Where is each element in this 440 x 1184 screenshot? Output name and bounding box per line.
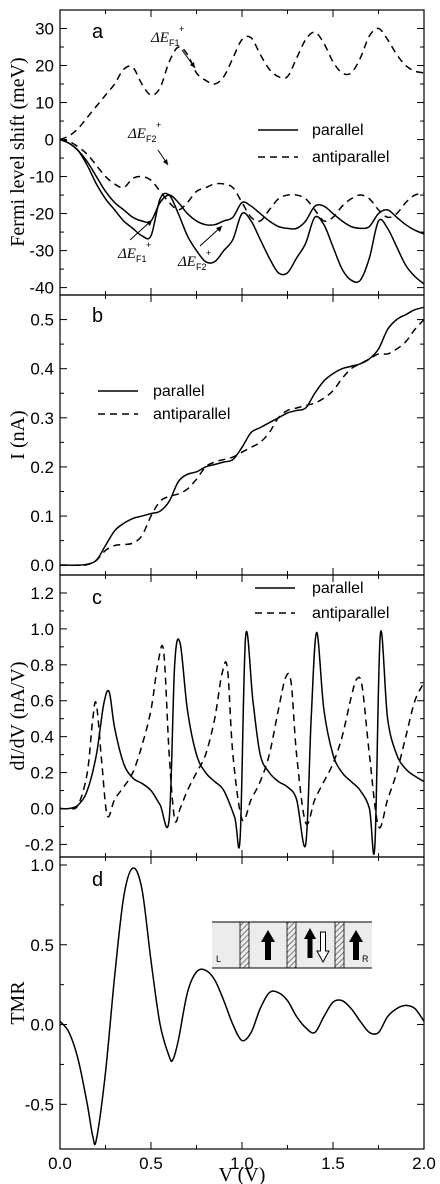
legend-a-parallel-label: parallel	[312, 122, 364, 139]
panel-d-ytick-label: 1.0	[30, 856, 54, 875]
panel-c-ytick-label: 0.4	[30, 728, 54, 747]
inset-barrier-1	[239, 921, 250, 969]
panel-d-series-tmr-0	[59, 867, 425, 1146]
panel-c-ytick-label: 0.0	[30, 800, 54, 819]
legend-c-antiparallel-label: antiparallel	[312, 605, 389, 622]
panel-a-ytick-label: -20	[29, 205, 54, 224]
legend-a-antiparallel-label: antiparallel	[312, 149, 389, 166]
panel-d-letter: d	[92, 869, 103, 891]
panel-c-series-parallel-0	[59, 630, 425, 856]
panel-a-ytick-label: -30	[29, 242, 54, 261]
x-axis-title: V (V)	[219, 1164, 266, 1184]
legend-b-parallel-label: parallel	[153, 383, 205, 400]
panel-d-ytick-label: 0.5	[30, 936, 54, 955]
arrow-up-icon-right	[349, 930, 363, 960]
annotation-dEF1-bottom-sup: +	[146, 240, 151, 250]
panel-b-frame	[59, 294, 425, 576]
panel-c-ytick-label: 1.2	[30, 584, 54, 603]
legend-c-parallel-label: parallel	[312, 580, 364, 597]
panel-b-letter: b	[92, 305, 103, 327]
annotation-dEF2-bottom-arrowhead	[216, 226, 222, 232]
panel-c-ylabel: dI/dV (nA/V)	[7, 661, 29, 770]
svg-text:ΔEF1: ΔEF1	[150, 30, 179, 48]
inset-barrier-3	[334, 921, 345, 969]
annotation-dEF2-top-arrowhead	[163, 159, 168, 165]
xtick-label: 1.5	[321, 1154, 345, 1173]
panel-a-ytick-label: 10	[35, 94, 54, 113]
panel-b-ylabel: I (nA)	[7, 410, 29, 459]
panel-a-letter: a	[92, 21, 104, 43]
xtick-label: 0.5	[139, 1154, 163, 1173]
panel-d-frame	[59, 856, 425, 1150]
panel-a-series-parallel-1	[59, 138, 425, 285]
legend-c: parallel antiparallel	[255, 580, 389, 622]
xtick-label: 1.0	[230, 1154, 254, 1173]
panel-c-ytick-label: 0.2	[30, 764, 54, 783]
panel-c-ytick-label: -0.2	[25, 835, 54, 854]
panel-d-ytick-label: 0.0	[30, 1016, 54, 1035]
annotation-dEF1-top-arrowhead	[190, 62, 195, 68]
panel-b-ytick-label: 0.2	[30, 458, 54, 477]
panel-d-ytick-label: -0.5	[25, 1095, 54, 1114]
annotation-dEF1-bottom-main: ΔE	[117, 246, 136, 262]
panel-a-ytick-label: -40	[29, 279, 54, 298]
panel-a-ytick-label: 20	[35, 57, 54, 76]
legend-b: parallel antiparallel	[98, 383, 230, 423]
panel-c-ytick-label: 0.8	[30, 656, 54, 675]
annotation-dEF1-top-main: ΔE	[150, 30, 169, 46]
panel-a-ytick-label: 30	[35, 20, 54, 39]
panel-a-ytick-label: -10	[29, 168, 54, 187]
panel-b-ytick-label: 0.5	[30, 311, 54, 330]
arrow-up-icon-middle	[304, 928, 316, 958]
panel-c-ytick-label: 0.6	[30, 692, 54, 711]
annotation-dEF2-bottom-sup: +	[206, 248, 211, 258]
annotation-dEF2-top-sup: +	[156, 120, 161, 130]
panel-c-series-antiparallel-1	[59, 644, 425, 829]
annotation-dEF1-bottom: ΔEF1 +	[117, 219, 153, 264]
panel-c-letter: c	[92, 587, 102, 609]
annotation-dEF2-top: ΔEF2 +	[127, 120, 169, 166]
panel-a-ylabel: Fermi level shift (meV)	[7, 57, 29, 246]
annotation-dEF1-top: ΔEF1 +	[150, 24, 196, 69]
svg-text:ΔEF2: ΔEF2	[177, 254, 206, 272]
panel-c-ytick-label: 1.0	[30, 620, 54, 639]
panel-a-series-antiparallel-3	[59, 138, 425, 223]
panel-b-series-antiparallel-1	[59, 319, 425, 566]
panel-a-ytick-label: 0	[45, 131, 54, 150]
panel-a-series-antiparallel-2	[59, 27, 425, 141]
inset-label-left: L	[216, 954, 221, 964]
annotation-dEF1-bottom-arrowhead	[146, 220, 152, 226]
panel-b-ytick-label: 0.1	[30, 507, 54, 526]
annotation-dEF2-bottom: ΔEF2 +	[177, 225, 223, 272]
annotation-dEF2-bottom-sub: F2	[196, 262, 207, 272]
legend-a: parallel antiparallel	[258, 122, 389, 166]
legend-b-antiparallel-label: antiparallel	[153, 406, 230, 423]
annotation-dEF1-top-sup: +	[179, 24, 184, 34]
arrow-up-icon	[261, 930, 275, 960]
xtick-label: 0.0	[48, 1154, 72, 1173]
tick-layer: -40 -30 -20 -10 0 10 20 30 0.0 0.1 0.2 0.3 0.4 0.5 -0.…	[25, 10, 436, 1173]
inset-barrier-2	[286, 921, 297, 969]
panel-b-ytick-label: 0.4	[30, 360, 54, 379]
annotation-dEF2-top-main: ΔE	[127, 126, 146, 142]
panel-b-ytick-label: 0.3	[30, 409, 54, 428]
panel-a-series-parallel-0	[59, 138, 425, 235]
inset-label-right: R	[362, 954, 369, 964]
arrow-down-hollow-icon	[316, 931, 330, 964]
panel-b-ytick-label: 0.0	[30, 556, 54, 575]
panel-d-ylabel: TMR	[7, 981, 29, 1025]
panel-b-series-parallel-0	[59, 306, 425, 567]
xtick-label: 2.0	[412, 1154, 436, 1173]
annotation-dEF1-top-sub: F1	[169, 38, 180, 48]
annotation-dEF2-bottom-main: ΔE	[177, 254, 196, 270]
annotation-dEF2-top-sub: F2	[146, 134, 157, 144]
series-layer	[59, 27, 425, 1146]
annotation-dEF1-bottom-sub: F1	[136, 254, 147, 264]
svg-text:ΔEF1: ΔEF1	[117, 246, 146, 264]
inset-junction: L R	[212, 921, 372, 969]
svg-text:ΔEF2: ΔEF2	[127, 126, 156, 144]
